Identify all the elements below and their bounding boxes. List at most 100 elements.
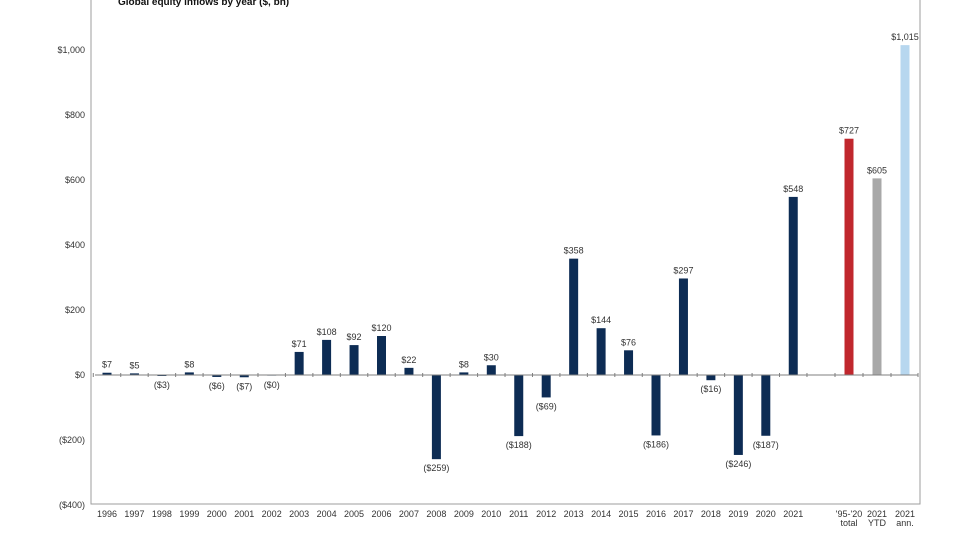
x-tick-label: 2006: [371, 509, 391, 519]
bar: [294, 351, 304, 375]
x-tick-label: YTD: [868, 518, 887, 528]
x-tick-label: 2007: [399, 509, 419, 519]
data-label: $120: [371, 323, 391, 333]
bar: [349, 345, 359, 375]
bar: [322, 339, 332, 375]
bar: [514, 375, 524, 437]
data-label: $358: [564, 246, 584, 256]
y-tick-label: ($400): [59, 500, 85, 510]
zero-axis: [92, 373, 919, 377]
data-label: ($3): [154, 380, 170, 390]
x-tick-label: 1996: [97, 509, 117, 519]
bar: [596, 328, 606, 375]
x-tick-label: 2004: [317, 509, 337, 519]
bar: [761, 375, 771, 436]
x-tick-label: total: [840, 518, 857, 528]
bar: [129, 373, 139, 376]
chart-title: Global equity inflows by year ($, bn): [118, 0, 289, 8]
y-tick-label: $800: [65, 110, 85, 120]
data-label: $605: [867, 165, 887, 175]
data-label: $1,015: [891, 32, 919, 42]
y-tick-label: $0: [75, 370, 85, 380]
data-label: $8: [459, 359, 469, 369]
data-label: ($16): [700, 384, 721, 394]
y-axis: $1,000 $800 $600 $400 $200 $0 ($200) ($400): [57, 45, 85, 510]
bar: [706, 375, 716, 381]
bar: [872, 178, 882, 376]
bar: [624, 350, 634, 375]
x-tick-label: 1997: [124, 509, 144, 519]
data-label: $144: [591, 315, 611, 325]
data-label: ($7): [236, 381, 252, 391]
data-label: $22: [401, 355, 416, 365]
bar: [844, 138, 854, 375]
bar: [377, 336, 386, 375]
x-tick-label: 2000: [207, 509, 227, 519]
data-label: $7: [102, 360, 112, 370]
x-tick-label: 2021: [895, 509, 915, 519]
x-tick-label: 1999: [179, 509, 199, 519]
data-label: $548: [783, 184, 803, 194]
data-label: ($187): [753, 440, 779, 450]
x-tick-label: ann.: [896, 518, 914, 528]
x-tick-label: 2005: [344, 509, 364, 519]
bar: [486, 365, 496, 375]
x-tick-label: 2015: [619, 509, 639, 519]
x-tick-label: 2002: [262, 509, 282, 519]
y-tick-label: $1,000: [57, 45, 85, 55]
bar: [651, 375, 661, 436]
bar: [184, 372, 194, 375]
x-tick-label: 1998: [152, 509, 172, 519]
data-label: $92: [347, 332, 362, 342]
x-tick-label: 2013: [564, 509, 584, 519]
x-tick-label: 2021: [783, 509, 803, 519]
x-tick-label: 2012: [536, 509, 556, 519]
x-tick-label: 2018: [701, 509, 721, 519]
data-label: ($259): [423, 463, 449, 473]
x-tick-label: 2010: [481, 509, 501, 519]
bar: [212, 375, 222, 377]
bar: [541, 375, 551, 398]
bar: [102, 372, 112, 375]
bars: [102, 45, 910, 460]
y-tick-label: $400: [65, 240, 85, 250]
data-label: $727: [839, 126, 859, 136]
bar: [404, 367, 414, 375]
bar: [431, 375, 441, 460]
data-label: ($69): [536, 401, 557, 411]
data-label: ($246): [725, 459, 751, 469]
data-label: $30: [484, 352, 499, 362]
x-tick-label: 2014: [591, 509, 611, 519]
data-label: ($0): [264, 380, 280, 390]
bar: [569, 258, 579, 375]
bar: [678, 278, 688, 376]
x-tick-label: 2011: [509, 509, 528, 519]
data-label: $71: [292, 339, 307, 349]
data-label: $76: [621, 337, 636, 347]
data-label: ($186): [643, 439, 669, 449]
bar: [900, 45, 910, 376]
y-tick-label: $200: [65, 305, 85, 315]
bar: [733, 375, 743, 455]
bar: [788, 196, 798, 375]
x-tick-label: '95-'20: [836, 509, 862, 519]
x-tick-label: 2008: [426, 509, 446, 519]
y-tick-label: $600: [65, 175, 85, 185]
x-tick-label: 2020: [756, 509, 776, 519]
data-labels: $7 $5 ($3) $8 ($6) ($7) ($0) $71 $108 $92 $120 $22 (…: [102, 32, 919, 473]
x-tick-label: 2003: [289, 509, 309, 519]
bar: [459, 372, 469, 375]
data-label: $108: [317, 327, 337, 337]
x-tick-label: 2021: [867, 509, 887, 519]
x-axis: 1996 1997 1998 1999 2000 2001 2002 2003 2004 2005…: [97, 509, 915, 528]
x-tick-label: 2019: [728, 509, 748, 519]
data-label: ($6): [209, 381, 225, 391]
plot-frame: [90, 0, 921, 505]
data-label: $5: [129, 360, 139, 370]
bar: [239, 375, 249, 378]
x-tick-label: 2001: [234, 509, 254, 519]
data-label: $8: [184, 359, 194, 369]
x-tick-label: 2017: [673, 509, 693, 519]
x-tick-label: 2009: [454, 509, 474, 519]
